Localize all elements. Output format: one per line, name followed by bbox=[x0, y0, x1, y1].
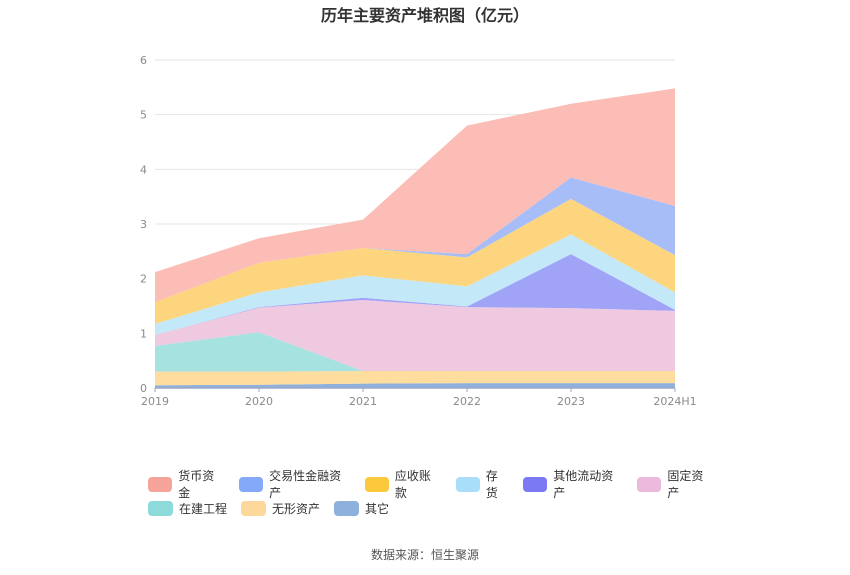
legend-item-construction-in-progress[interactable]: 在建工程 bbox=[148, 500, 227, 517]
legend-label-cash: 货币资金 bbox=[178, 469, 215, 500]
legend-item-cash[interactable]: 货币资金 bbox=[148, 467, 225, 501]
legend-swatch-accounts-receivable bbox=[364, 476, 389, 492]
legend-swatch-intangible-assets bbox=[241, 500, 267, 516]
legend-row-1: 货币资金 交易性金融资产 应收账款 存货 其他流动资产 固定资产 bbox=[148, 469, 728, 500]
area-series-8[interactable] bbox=[155, 88, 675, 303]
legend-item-inventory[interactable]: 存货 bbox=[455, 467, 510, 501]
x-tick-label: 2020 bbox=[245, 395, 273, 408]
legend-swatch-inventory bbox=[455, 476, 480, 492]
y-tick-label: 3 bbox=[140, 218, 147, 231]
legend-label-inventory: 存货 bbox=[485, 469, 498, 500]
y-tick-label: 1 bbox=[140, 327, 147, 340]
stacked-area-chart: 0 1 2 3 4 5 6 2019 2020 2021 2022 2023 2024H1 bbox=[140, 54, 697, 408]
y-tick-label: 0 bbox=[140, 382, 147, 395]
y-tick-label: 5 bbox=[140, 109, 147, 122]
legend-swatch-construction-in-progress bbox=[148, 500, 173, 516]
y-tick-label: 4 bbox=[140, 163, 147, 176]
y-tick-label: 2 bbox=[140, 273, 147, 286]
legend-label-trading-financial-assets: 交易性金融资产 bbox=[269, 469, 342, 500]
area-series-4[interactable] bbox=[155, 254, 675, 335]
legend: 货币资金 交易性金融资产 应收账款 存货 其他流动资产 固定资产 在建工程 bbox=[148, 469, 728, 520]
legend-item-trading-financial-assets[interactable]: 交易性金融资产 bbox=[238, 467, 351, 501]
legend-label-accounts-receivable: 应收账款 bbox=[394, 469, 431, 500]
area-series-3[interactable] bbox=[155, 299, 675, 372]
area-series-5[interactable] bbox=[155, 234, 675, 335]
legend-item-fixed-assets[interactable]: 固定资产 bbox=[637, 467, 714, 501]
y-tick-label: 6 bbox=[140, 54, 147, 67]
legend-item-accounts-receivable[interactable]: 应收账款 bbox=[364, 467, 442, 501]
legend-swatch-other-current-assets bbox=[523, 476, 548, 492]
x-tick-label: 2024H1 bbox=[653, 395, 696, 408]
legend-item-others[interactable]: 其它 bbox=[334, 500, 389, 517]
area-series-1[interactable] bbox=[155, 371, 675, 386]
legend-item-intangible-assets[interactable]: 无形资产 bbox=[241, 500, 320, 517]
legend-swatch-cash bbox=[148, 476, 173, 492]
legend-swatch-fixed-assets bbox=[637, 476, 662, 492]
x-tick-label: 2021 bbox=[349, 395, 377, 408]
area-series-0[interactable] bbox=[155, 383, 675, 388]
area-series-7[interactable] bbox=[155, 177, 675, 303]
legend-label-others: 其它 bbox=[365, 501, 390, 516]
x-tick-label: 2023 bbox=[557, 395, 585, 408]
chart-title: 历年主要资产堆积图（亿元） bbox=[320, 6, 529, 25]
legend-label-other-current-assets: 其他流动资产 bbox=[553, 469, 614, 500]
legend-item-other-current-assets[interactable]: 其他流动资产 bbox=[523, 467, 623, 501]
legend-label-intangible-assets: 无形资产 bbox=[272, 501, 321, 516]
legend-row-2: 在建工程 无形资产 其它 bbox=[148, 496, 728, 520]
area-series-2[interactable] bbox=[155, 332, 675, 372]
area-series-6[interactable] bbox=[155, 198, 675, 325]
legend-swatch-others bbox=[334, 500, 360, 516]
x-tick-label: 2019 bbox=[141, 395, 169, 408]
x-tick-label: 2022 bbox=[453, 395, 481, 408]
legend-swatch-trading-financial-assets bbox=[238, 476, 264, 492]
legend-label-fixed-assets: 固定资产 bbox=[667, 469, 704, 500]
data-source-note: 数据来源：恒生聚源 bbox=[370, 548, 479, 562]
legend-label-construction-in-progress: 在建工程 bbox=[179, 501, 228, 516]
